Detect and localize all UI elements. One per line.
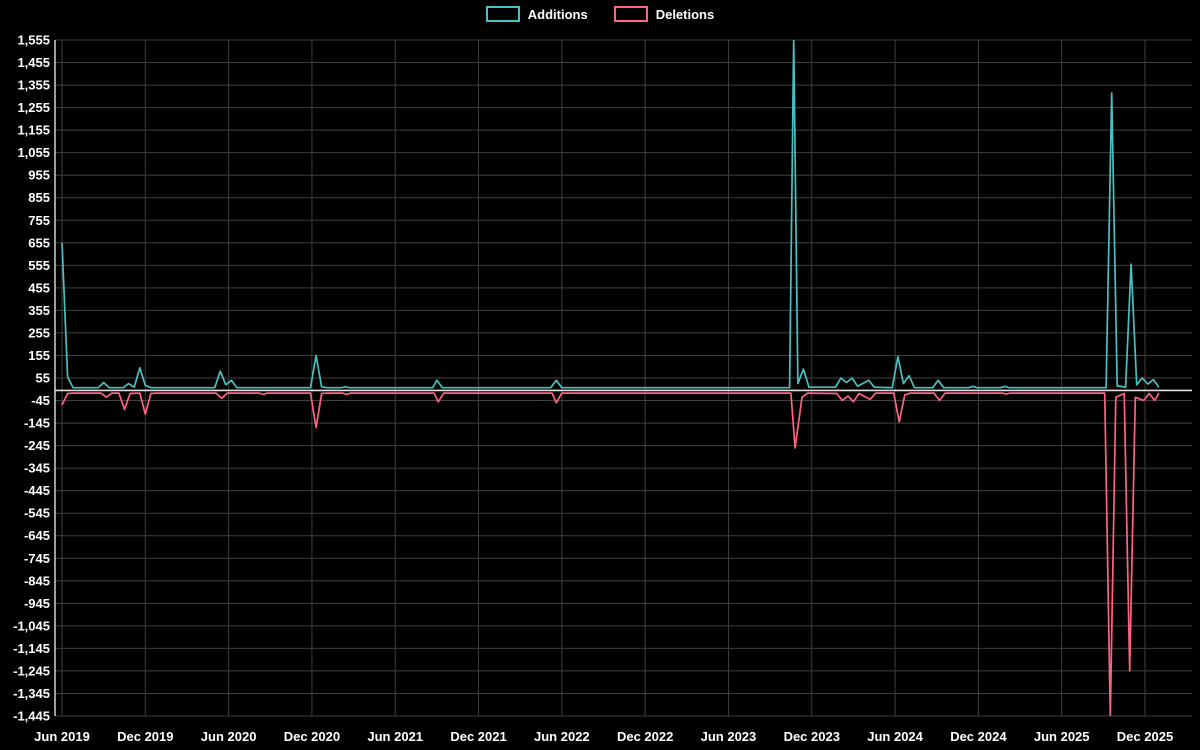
svg-text:-445: -445 bbox=[24, 483, 50, 498]
deletions-line bbox=[61, 392, 1160, 716]
svg-text:855: 855 bbox=[28, 190, 50, 205]
x-axis-labels: Jun 2019 Dec 2019 Jun 2020 Dec 2020 Jun 2021… bbox=[34, 729, 1173, 744]
chart-legend: Additions Deletions bbox=[0, 6, 1200, 22]
y-axis-labels: 1,555 1,455 1,355 1,255 1,155 1,055 955 855 755 6… bbox=[13, 33, 50, 724]
svg-text:455: 455 bbox=[28, 280, 50, 295]
svg-text:-745: -745 bbox=[24, 551, 50, 566]
svg-text:-945: -945 bbox=[24, 596, 50, 611]
svg-text:Dec 2020: Dec 2020 bbox=[284, 729, 340, 744]
svg-text:1,255: 1,255 bbox=[17, 100, 50, 115]
svg-text:-645: -645 bbox=[24, 528, 50, 543]
deletions-legend-label: Deletions bbox=[655, 6, 715, 22]
svg-text:1,455: 1,455 bbox=[17, 55, 50, 70]
svg-text:Dec 2022: Dec 2022 bbox=[617, 729, 673, 744]
svg-text:Jun 2021: Jun 2021 bbox=[367, 729, 423, 744]
svg-text:-1,345: -1,345 bbox=[13, 686, 50, 701]
svg-text:1,055: 1,055 bbox=[17, 145, 50, 160]
svg-text:755: 755 bbox=[28, 213, 50, 228]
legend-item-deletions[interactable]: Deletions bbox=[613, 6, 715, 22]
svg-text:Dec 2019: Dec 2019 bbox=[117, 729, 173, 744]
svg-text:655: 655 bbox=[28, 235, 50, 250]
svg-text:-345: -345 bbox=[24, 461, 50, 476]
svg-text:-145: -145 bbox=[24, 416, 50, 431]
svg-text:155: 155 bbox=[28, 348, 50, 363]
svg-text:1,155: 1,155 bbox=[17, 123, 50, 138]
svg-text:Jun 2022: Jun 2022 bbox=[534, 729, 590, 744]
svg-text:-1,145: -1,145 bbox=[13, 641, 50, 656]
additions-legend-label: Additions bbox=[527, 6, 588, 22]
svg-text:355: 355 bbox=[28, 303, 50, 318]
svg-text:-45: -45 bbox=[31, 393, 50, 408]
svg-text:Dec 2024: Dec 2024 bbox=[950, 729, 1007, 744]
svg-text:Jun 2023: Jun 2023 bbox=[701, 729, 757, 744]
additions-line bbox=[61, 40, 1160, 389]
svg-text:555: 555 bbox=[28, 258, 50, 273]
deletions-legend-swatch bbox=[613, 6, 648, 22]
legend-item-additions[interactable]: Additions bbox=[485, 6, 588, 22]
svg-text:55: 55 bbox=[36, 371, 50, 386]
svg-text:Jun 2020: Jun 2020 bbox=[201, 729, 257, 744]
svg-text:-845: -845 bbox=[24, 573, 50, 588]
svg-text:Dec 2021: Dec 2021 bbox=[450, 729, 506, 744]
svg-text:Jun 2024: Jun 2024 bbox=[867, 729, 923, 744]
svg-text:Jun 2025: Jun 2025 bbox=[1034, 729, 1090, 744]
additions-legend-swatch bbox=[485, 6, 520, 22]
svg-text:-245: -245 bbox=[24, 438, 50, 453]
svg-text:955: 955 bbox=[28, 168, 50, 183]
svg-text:1,355: 1,355 bbox=[17, 78, 50, 93]
svg-text:-1,045: -1,045 bbox=[13, 618, 50, 633]
svg-text:-1,245: -1,245 bbox=[13, 663, 50, 678]
svg-text:255: 255 bbox=[28, 325, 50, 340]
svg-text:-1,445: -1,445 bbox=[13, 709, 50, 724]
vertical-gridlines bbox=[61, 40, 1146, 716]
svg-text:-545: -545 bbox=[24, 506, 50, 521]
horizontal-gridlines bbox=[55, 39, 1192, 717]
svg-text:Dec 2023: Dec 2023 bbox=[784, 729, 840, 744]
svg-text:1,555: 1,555 bbox=[17, 33, 50, 48]
svg-text:Dec 2025: Dec 2025 bbox=[1117, 729, 1173, 744]
svg-text:Jun 2019: Jun 2019 bbox=[34, 729, 90, 744]
